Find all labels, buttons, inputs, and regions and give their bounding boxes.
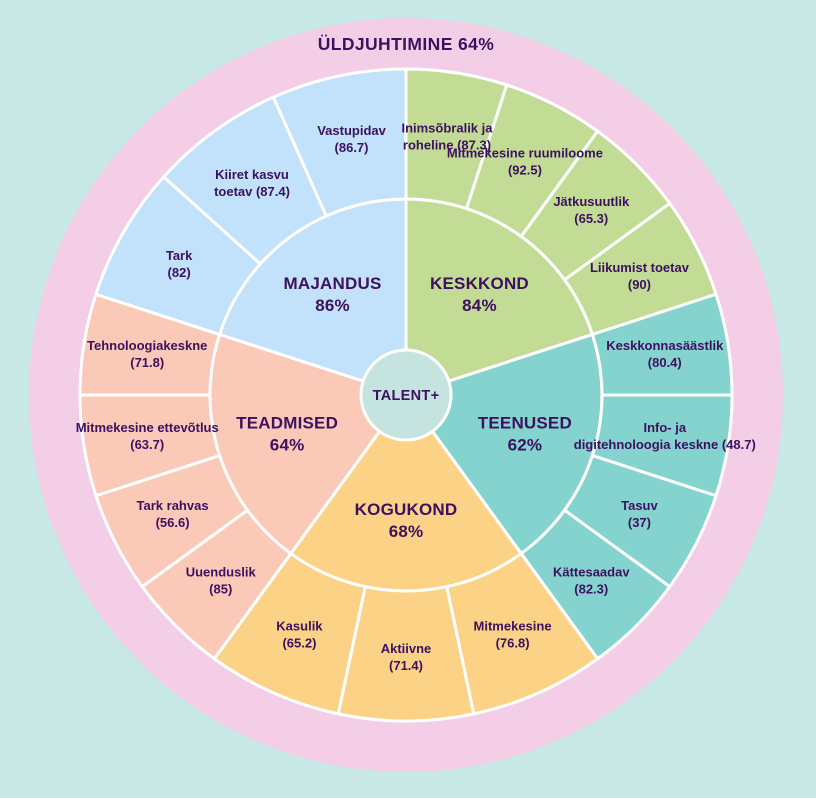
subsegment-label-vastupidav: Vastupidav (86.7) — [317, 123, 386, 155]
sectors-layer — [78, 67, 734, 723]
subsegment-label-tasuv: Tasuv (37) — [621, 498, 658, 530]
subsegment-label-liikumist-toetav: Liikumist toetav (90) — [590, 260, 690, 292]
subsegment-label-info-ja-digitehnoloogia-keskne: Info- ja digitehnoloogia keskne (48.7) — [574, 420, 756, 452]
subsegment-label-uuenduslik: Uuenduslik (85) — [186, 564, 257, 596]
center-label: TALENT+ — [373, 388, 440, 404]
category-label-kogukond: KOGUKOND 68% — [355, 500, 458, 541]
category-label-keskkond: KESKKOND 84% — [430, 274, 529, 315]
subsegment-label-aktiivne: Aktiivne (71.4) — [381, 641, 432, 673]
subsegment-label-k-ttesaadav: Kättesaadav (82.3) — [553, 564, 630, 596]
subsegment-label-mitmekesine-ruumiloome: Mitmekesine ruumiloome (92.5) — [447, 146, 603, 178]
outer-ring-title: ÜLDJUHTIMINE 64% — [318, 34, 495, 54]
subsegment-vastupidav — [271, 67, 408, 218]
subsegment-label-kasulik: Kasulik (65.2) — [276, 618, 323, 650]
subsegment-label-tark: Tark (82) — [166, 248, 193, 280]
subsegment-label-mitmekesine: Mitmekesine (76.8) — [474, 618, 552, 650]
subsegment-label-j-tkusuutlik: Jätkusuutlik (65.3) — [553, 194, 630, 226]
subsegment-label-mitmekesine-ettev-tlus: Mitmekesine ettevõtlus (63.7) — [76, 420, 219, 452]
subsegment-label-kiiret-kasvu-toetav: Kiiret kasvu toetav (87.4) — [214, 167, 290, 199]
labels-layer: Inimsõbralik ja roheline (87.3)Mitmekesin… — [76, 120, 756, 673]
subsegment-label-keskkonnas-stlik: Keskkonnasäästlik (80.4) — [606, 338, 724, 370]
subsegment-label-inims-bralik-ja-roheline: Inimsõbralik ja roheline (87.3) — [401, 120, 493, 152]
category-label-teadmised: TEADMISED 64% — [236, 414, 338, 455]
center-circle — [359, 348, 453, 442]
category-label-teenused: TEENUSED 62% — [478, 414, 572, 455]
subsegment-label-tehnoloogiakeskne: Tehnoloogiakeskne (71.8) — [87, 338, 207, 370]
subsegment-label-tark-rahvas: Tark rahvas (56.6) — [137, 498, 209, 530]
category-label-majandus: MAJANDUS 86% — [284, 274, 382, 315]
